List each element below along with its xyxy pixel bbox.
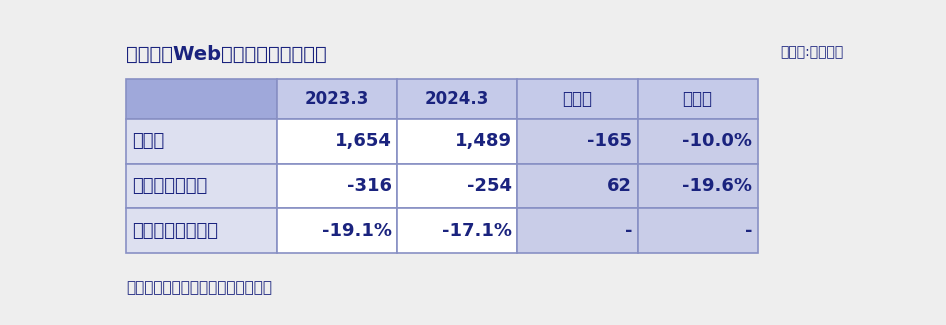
- Text: 1,654: 1,654: [335, 132, 392, 150]
- Text: 2023.3: 2023.3: [305, 90, 369, 108]
- Bar: [277, 164, 397, 208]
- Text: -19.1%: -19.1%: [322, 222, 392, 240]
- Bar: [126, 208, 277, 253]
- Bar: [126, 119, 277, 164]
- Text: その他（Webメディア事業など）: その他（Webメディア事業など）: [126, 45, 326, 64]
- Text: -: -: [745, 222, 752, 240]
- Bar: [638, 119, 758, 164]
- Text: -19.6%: -19.6%: [682, 177, 752, 195]
- Text: 1,489: 1,489: [455, 132, 512, 150]
- Bar: [277, 119, 397, 164]
- Text: -316: -316: [347, 177, 392, 195]
- Bar: [517, 119, 638, 164]
- Text: 増減額: 増減額: [563, 90, 592, 108]
- Text: -17.1%: -17.1%: [442, 222, 512, 240]
- Text: -254: -254: [467, 177, 512, 195]
- Bar: [638, 164, 758, 208]
- Bar: [397, 119, 517, 164]
- Text: セグメント利益率: セグメント利益率: [132, 222, 219, 240]
- Bar: [126, 164, 277, 208]
- Text: 売上高: 売上高: [132, 132, 165, 150]
- Text: 増減率: 増減率: [683, 90, 712, 108]
- Text: 2024.3: 2024.3: [425, 90, 489, 108]
- Bar: [397, 79, 517, 119]
- Bar: [638, 79, 758, 119]
- Bar: [517, 79, 638, 119]
- Bar: [126, 79, 277, 119]
- Text: セグメント利益: セグメント利益: [132, 177, 207, 195]
- Bar: [277, 79, 397, 119]
- Bar: [517, 208, 638, 253]
- Text: -: -: [624, 222, 632, 240]
- Text: -165: -165: [587, 132, 632, 150]
- Text: ＊セグメント利益は営業利益ベース: ＊セグメント利益は営業利益ベース: [126, 280, 272, 295]
- Text: 62: 62: [607, 177, 632, 195]
- Bar: [397, 208, 517, 253]
- Bar: [397, 164, 517, 208]
- Bar: [517, 164, 638, 208]
- Text: -10.0%: -10.0%: [682, 132, 752, 150]
- Text: （単位:百万円）: （単位:百万円）: [780, 45, 844, 59]
- Bar: [277, 208, 397, 253]
- Bar: [638, 208, 758, 253]
